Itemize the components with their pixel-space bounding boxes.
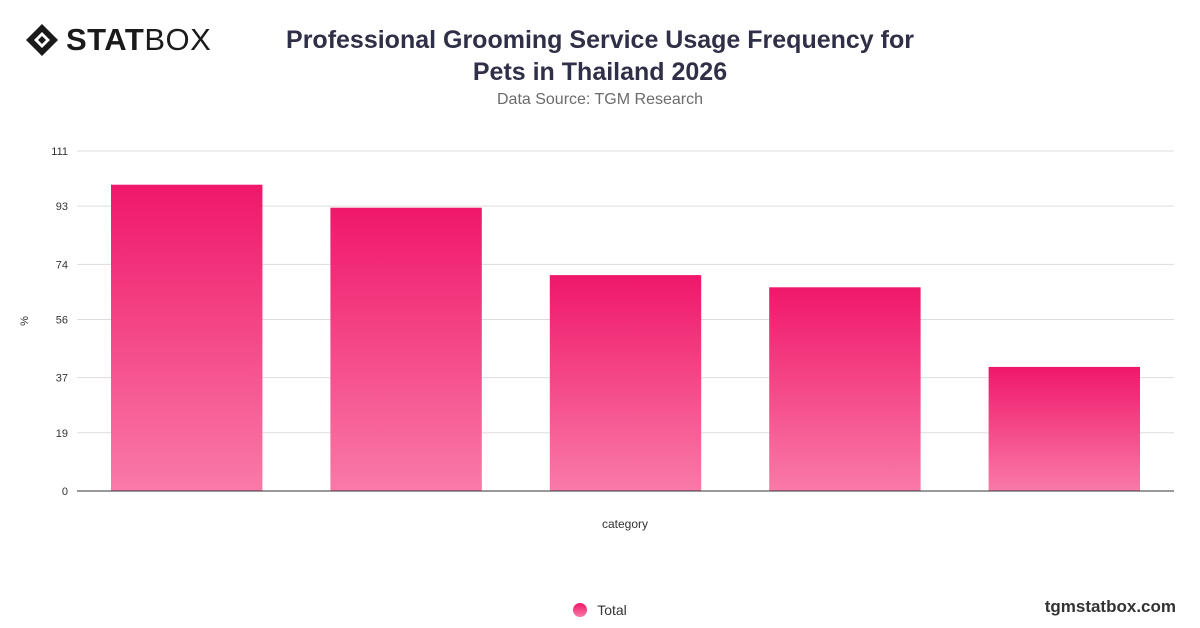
chart-subtitle: Data Source: TGM Research <box>496 91 703 108</box>
chart-legend: Total <box>0 602 1200 618</box>
bar-2[interactable] <box>330 207 482 491</box>
y-tick-label: 19 <box>56 428 68 440</box>
bar-1[interactable] <box>111 184 263 491</box>
statbox-diamond-icon <box>26 24 58 56</box>
y-tick-label: 37 <box>56 373 68 385</box>
logo-wordmark: STATBOX <box>66 22 211 58</box>
chart-title: Professional Grooming Service Usage Freq… <box>286 26 914 86</box>
bar-4[interactable] <box>769 287 921 491</box>
y-tick-label: 93 <box>56 201 68 213</box>
website-url: tgmstatbox.com <box>1044 597 1176 616</box>
logo-light-text: BOX <box>144 22 212 57</box>
logo-bold-text: STAT <box>66 22 145 57</box>
legend-label-total[interactable]: Total <box>597 602 627 618</box>
bar-3[interactable] <box>549 275 702 491</box>
y-tick-label: 0 <box>62 486 68 498</box>
y-axis-label: % <box>19 316 31 326</box>
y-tick-label: 74 <box>56 259 68 271</box>
bar-5[interactable] <box>988 366 1140 491</box>
legend-marker-icon[interactable] <box>573 603 588 617</box>
brand-logo: STATBOX <box>24 22 211 58</box>
x-axis-label: category <box>602 517 648 531</box>
y-tick-label: 111 <box>51 146 68 158</box>
y-tick-label: 56 <box>56 314 68 326</box>
